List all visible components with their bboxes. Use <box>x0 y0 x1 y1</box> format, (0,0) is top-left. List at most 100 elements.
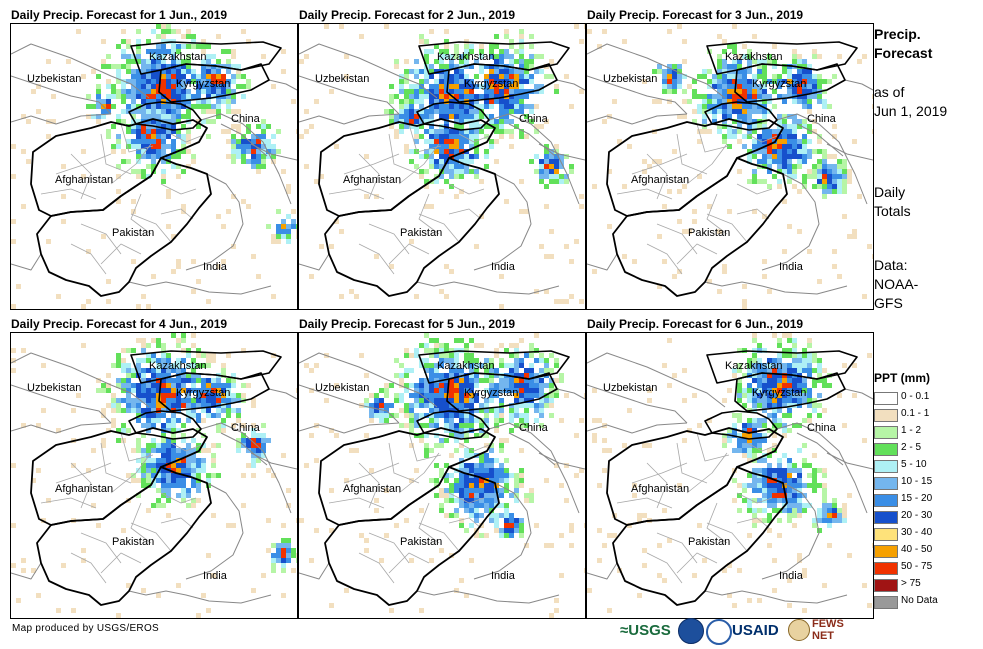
precip-cell <box>216 114 221 119</box>
legend-label: 0.1 - 1 <box>901 408 930 419</box>
precip-cell <box>494 64 499 69</box>
precip-cell <box>687 229 692 234</box>
precip-cell <box>812 478 817 483</box>
precip-cell <box>777 533 782 538</box>
precip-cell <box>812 408 817 413</box>
precip-cell <box>176 79 181 84</box>
precip-cell <box>236 109 241 114</box>
precip-cell <box>529 119 534 124</box>
precip-cell <box>489 463 494 468</box>
precip-cell <box>399 79 404 84</box>
precip-cell <box>519 94 524 99</box>
precip-cell <box>787 368 792 373</box>
precip-cell <box>121 358 126 363</box>
precip-cell <box>216 74 221 79</box>
precip-cell <box>171 84 176 89</box>
precip-cell <box>617 139 622 144</box>
precip-cell <box>449 383 454 388</box>
precip-cell <box>236 64 241 69</box>
precip-cell <box>504 79 509 84</box>
precip-cell <box>767 448 772 453</box>
precip-cell <box>166 408 171 413</box>
precip-cell <box>166 498 171 503</box>
precip-cell <box>787 348 792 353</box>
precip-cell <box>544 478 549 483</box>
precip-cell <box>424 69 429 74</box>
precip-cell <box>757 403 762 408</box>
precip-cell <box>817 164 822 169</box>
precip-cell <box>469 358 474 363</box>
precip-cell <box>121 39 126 44</box>
precip-cell <box>459 518 464 523</box>
precip-cell <box>499 59 504 64</box>
precip-cell <box>817 149 822 154</box>
precip-cell <box>592 184 597 189</box>
precip-cell <box>539 164 544 169</box>
precip-cell <box>667 74 672 79</box>
precip-cell <box>271 568 276 573</box>
precip-cell <box>136 493 141 498</box>
precip-cell <box>231 134 236 139</box>
precip-cell <box>464 44 469 49</box>
precip-cell <box>191 159 196 164</box>
precip-cell <box>91 114 96 119</box>
precip-cell <box>504 49 509 54</box>
precip-cell <box>464 74 469 79</box>
precip-cell <box>226 84 231 89</box>
precip-cell <box>762 483 767 488</box>
precip-cell <box>677 74 682 79</box>
precip-cell <box>817 54 822 59</box>
precip-cell <box>782 398 787 403</box>
precip-cell <box>607 608 612 613</box>
precip-cell <box>156 503 161 508</box>
precip-cell <box>772 433 777 438</box>
precip-cell <box>797 383 802 388</box>
precip-cell <box>509 74 514 79</box>
precip-cell <box>434 363 439 368</box>
precip-cell <box>812 184 817 189</box>
precip-cell <box>489 44 494 49</box>
precip-cell <box>429 124 434 129</box>
precip-cell <box>747 109 752 114</box>
precip-cell <box>454 388 459 393</box>
precip-cell <box>141 174 146 179</box>
precip-cell <box>261 139 266 144</box>
precip-cell <box>524 543 529 548</box>
precip-cell <box>171 269 176 274</box>
precip-cell <box>767 94 772 99</box>
precip-cell <box>479 478 484 483</box>
precip-cell <box>434 94 439 99</box>
precip-cell <box>707 279 712 284</box>
precip-cell <box>444 463 449 468</box>
precip-cell <box>186 348 191 353</box>
precip-cell <box>782 388 787 393</box>
precip-cell <box>817 403 822 408</box>
precip-cell <box>742 89 747 94</box>
precip-cell <box>404 89 409 94</box>
precip-cell <box>712 84 717 89</box>
noaa-logo-icon <box>678 618 704 644</box>
precip-cell <box>429 353 434 358</box>
precip-cell <box>434 368 439 373</box>
precip-cell <box>226 403 231 408</box>
precip-cell <box>181 378 186 383</box>
precip-cell <box>146 378 151 383</box>
precip-cell <box>444 428 449 433</box>
province-boundary <box>746 133 778 143</box>
country-boundary <box>250 452 297 470</box>
precip-cell <box>281 538 286 543</box>
precip-cell <box>281 548 286 553</box>
precip-cell <box>161 174 166 179</box>
precip-cell <box>837 518 842 523</box>
precip-cell <box>281 69 286 74</box>
precip-cell <box>489 64 494 69</box>
precip-cell <box>867 603 872 608</box>
map-label-uzbekistan: Uzbekistan <box>315 382 369 394</box>
precip-cell <box>136 29 141 34</box>
precip-cell <box>822 498 827 503</box>
precip-cell <box>489 54 494 59</box>
panel-title: Daily Precip. Forecast for 4 Jun., 2019 <box>11 317 228 331</box>
precip-cell <box>131 109 136 114</box>
precip-cell <box>792 144 797 149</box>
precip-cell <box>151 443 156 448</box>
